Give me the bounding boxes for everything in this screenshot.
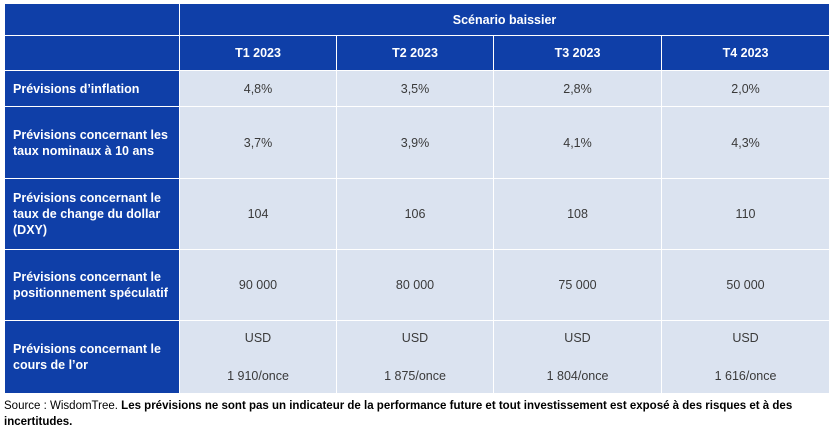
quarter-header-row: T1 2023 T2 2023 T3 2023 T4 2023 <box>4 35 831 71</box>
forecast-table: Scénario baissier T1 2023 T2 2023 T3 202… <box>4 3 831 394</box>
currency-label: USD <box>244 331 272 345</box>
gold-price: 1 910/once <box>227 369 289 383</box>
scenario-header-row: Scénario baissier <box>4 3 831 36</box>
footnote-source: Source : WisdomTree. <box>4 400 118 412</box>
table-cell: 4,8% <box>179 70 337 107</box>
corner-cell-2 <box>4 35 180 71</box>
currency-label: USD <box>564 331 591 345</box>
table-cell: 80 000 <box>336 249 494 321</box>
table-cell: 106 <box>336 178 494 250</box>
table-row-nominal-rates: Prévisions concernant les taux nominaux … <box>4 106 831 179</box>
table-row-speculative: Prévisions concernant le positionnement … <box>4 249 831 321</box>
column-header-t3: T3 2023 <box>493 35 662 71</box>
table-cell: 110 <box>660 178 831 250</box>
forecast-table-container: Scénario baissier T1 2023 T2 2023 T3 202… <box>4 3 831 394</box>
table-cell: 90 000 <box>179 249 337 321</box>
table-cell: 75 000 <box>493 249 662 321</box>
table-cell: 4,3% <box>660 106 831 179</box>
row-label-inflation: Prévisions d’inflation <box>4 70 180 107</box>
table-cell: USD 1 616/once <box>660 320 831 394</box>
table-cell: USD 1 875/once <box>336 320 494 394</box>
row-label-dxy: Prévisions concernant le taux de change … <box>4 178 180 250</box>
column-header-t1: T1 2023 <box>179 35 337 71</box>
footnote-disclaimer: Les prévisions ne sont pas un indicateur… <box>4 400 793 428</box>
corner-cell <box>4 3 180 36</box>
scenario-title: Scénario baissier <box>178 3 831 36</box>
footnote: Source : WisdomTree. Les prévisions ne s… <box>4 398 826 430</box>
table-cell: 108 <box>493 178 662 250</box>
currency-label: USD <box>732 331 759 345</box>
table-cell: 2,8% <box>493 70 662 107</box>
row-label-gold: Prévisions concernant le cours de l’or <box>4 320 180 394</box>
column-header-t2: T2 2023 <box>336 35 494 71</box>
row-label-speculative: Prévisions concernant le positionnement … <box>4 249 180 321</box>
table-row-inflation: Prévisions d’inflation 4,8% 3,5% 2,8% 2,… <box>4 70 831 107</box>
table-cell: 4,1% <box>493 106 662 179</box>
row-label-nominal-rates: Prévisions concernant les taux nominaux … <box>4 106 180 179</box>
table-row-gold: Prévisions concernant le cours de l’or U… <box>4 320 831 394</box>
gold-price: 1 804/once <box>546 369 609 383</box>
table-cell: USD 1 804/once <box>493 320 662 394</box>
table-cell: 3,7% <box>179 106 337 179</box>
table-cell: USD 1 910/once <box>179 320 337 394</box>
table-cell: 104 <box>179 178 337 250</box>
table-cell: 50 000 <box>660 249 831 321</box>
table-cell: 3,5% <box>336 70 494 107</box>
table-cell: 2,0% <box>660 70 831 107</box>
gold-price: 1 875/once <box>384 369 446 383</box>
currency-label: USD <box>401 331 429 345</box>
gold-price: 1 616/once <box>714 369 777 383</box>
column-header-t4: T4 2023 <box>660 35 831 71</box>
table-row-dxy: Prévisions concernant le taux de change … <box>4 178 831 250</box>
table-cell: 3,9% <box>336 106 494 179</box>
